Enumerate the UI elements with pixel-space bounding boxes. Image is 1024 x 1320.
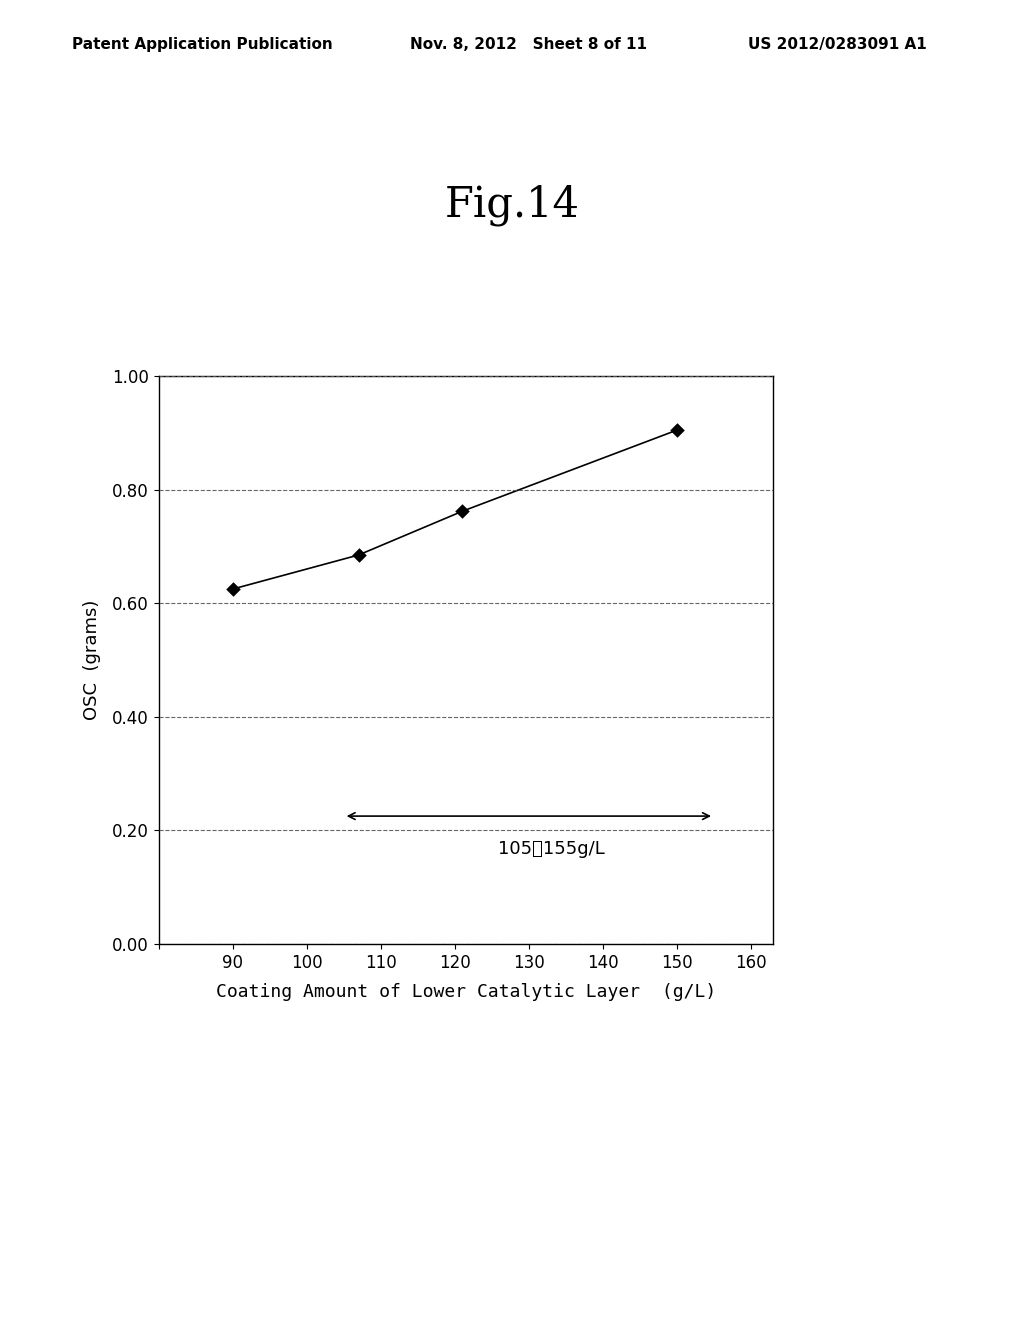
Text: US 2012/0283091 A1: US 2012/0283091 A1 [748, 37, 927, 51]
Text: Patent Application Publication: Patent Application Publication [72, 37, 333, 51]
Point [224, 578, 241, 599]
Text: Fig.14: Fig.14 [444, 183, 580, 226]
X-axis label: Coating Amount of Lower Catalytic Layer  (g/L): Coating Amount of Lower Catalytic Layer … [216, 982, 716, 1001]
Point [350, 544, 367, 565]
Y-axis label: OSC  (grams): OSC (grams) [83, 599, 101, 721]
Point [454, 500, 470, 521]
Text: Nov. 8, 2012   Sheet 8 of 11: Nov. 8, 2012 Sheet 8 of 11 [410, 37, 646, 51]
Text: 105～155g/L: 105～155g/L [498, 840, 604, 858]
Point [669, 420, 685, 441]
